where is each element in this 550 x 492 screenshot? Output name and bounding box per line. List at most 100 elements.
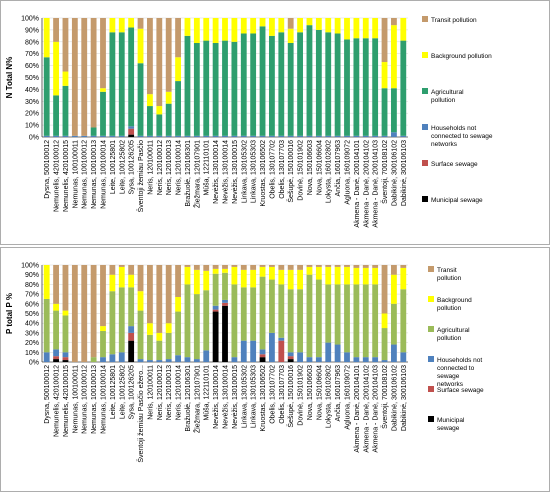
x-tick-label: Obelis, 130107703 bbox=[279, 365, 286, 424]
bar-segment bbox=[222, 272, 228, 300]
y-axis-label: N Total N% bbox=[5, 57, 14, 99]
bar-segment bbox=[184, 265, 191, 267]
bar-segment bbox=[334, 266, 341, 285]
x-tick-label: Nova, 150106603 bbox=[307, 140, 314, 195]
bar-segment bbox=[184, 357, 191, 362]
y-tick-label: 70% bbox=[25, 51, 39, 58]
x-tick-label: Šventoji žemiau Pasčio ežero... bbox=[136, 365, 145, 463]
bar-segment bbox=[147, 106, 153, 136]
bar-segment bbox=[325, 135, 332, 137]
bar-segment bbox=[315, 266, 322, 280]
bar-segment bbox=[100, 326, 106, 331]
bar-segment bbox=[240, 265, 247, 270]
bar-segment bbox=[203, 290, 210, 351]
bar-segment bbox=[100, 88, 106, 92]
bar-segment bbox=[362, 265, 369, 268]
y-tick-label: 40% bbox=[25, 321, 39, 328]
bar-segment bbox=[287, 42, 294, 136]
y-tick-label: 60% bbox=[25, 301, 39, 308]
bar-segment bbox=[137, 291, 144, 311]
bar-segment bbox=[222, 268, 228, 273]
x-tick-label: Nova, 150106604 bbox=[316, 365, 323, 420]
bar-segment bbox=[306, 265, 313, 267]
bar-segment bbox=[306, 18, 313, 26]
x-tick-label: Mūša, 122110101 bbox=[204, 365, 211, 421]
bar-segment bbox=[278, 337, 285, 341]
bar-segment bbox=[278, 18, 285, 33]
x-tick-label: Obelis, 130107703 bbox=[279, 140, 286, 199]
bar-segment bbox=[90, 265, 97, 358]
bar-segment bbox=[137, 359, 144, 362]
x-tick-label: Neris, 120100013 bbox=[166, 140, 173, 195]
bar-segment bbox=[184, 35, 191, 136]
x-tick-label: Obelis, 130107702 bbox=[269, 140, 276, 199]
x-tick-label: Nemunas, 100100014 bbox=[101, 140, 108, 209]
bar-segment bbox=[344, 352, 350, 362]
bar-segment bbox=[315, 265, 322, 267]
bar-segment bbox=[165, 103, 172, 136]
bar-segment bbox=[156, 135, 163, 137]
bar-segment bbox=[315, 18, 322, 30]
bar-segment bbox=[90, 135, 97, 137]
legend-swatch bbox=[428, 296, 434, 302]
bar-segment bbox=[269, 18, 275, 36]
bar-segment bbox=[109, 32, 116, 136]
bar-segment bbox=[175, 81, 181, 136]
bar-segment bbox=[165, 135, 172, 137]
bar-segment bbox=[90, 18, 97, 128]
x-tick-label: Nemunas, 100100011 bbox=[72, 365, 79, 433]
bar-segment bbox=[400, 352, 407, 362]
bar-segment bbox=[334, 344, 341, 362]
bar-segment bbox=[287, 359, 294, 362]
x-tick-label: Leite, 100125801 bbox=[110, 365, 117, 419]
bar-segment bbox=[353, 38, 360, 136]
bar-segment bbox=[381, 360, 388, 362]
bar-segment bbox=[353, 357, 360, 362]
x-tick-label: Nemunas, 100100012 bbox=[82, 140, 89, 209]
bar-segment bbox=[222, 18, 228, 41]
y-axis-label: P total P % bbox=[5, 293, 14, 334]
bar-segment bbox=[362, 38, 369, 136]
y-tick-label: 80% bbox=[25, 39, 39, 46]
legend-label: connected to bbox=[437, 365, 475, 372]
bar-segment bbox=[287, 352, 294, 357]
y-tick-label: 80% bbox=[25, 282, 39, 289]
bar-segment bbox=[306, 135, 313, 137]
bar-segment bbox=[372, 135, 379, 137]
x-tick-label: Nevėžis, 130100014 bbox=[213, 365, 220, 429]
x-tick-label: Akmena - Danė, 200104102 bbox=[363, 140, 370, 228]
x-tick-label: Lokysta, 160102802 bbox=[326, 365, 333, 428]
bar-segment bbox=[231, 357, 238, 362]
bar-segment bbox=[156, 360, 163, 362]
x-tick-label: Neris, 120100012 bbox=[157, 140, 164, 195]
y-tick-label: 90% bbox=[25, 272, 39, 279]
bar-segment bbox=[250, 340, 257, 362]
bar-segment bbox=[259, 354, 266, 358]
bar-segment bbox=[287, 289, 294, 353]
bar-segment bbox=[128, 274, 135, 288]
bar-segment bbox=[353, 265, 360, 268]
bar-segment bbox=[53, 349, 59, 357]
bar-segment bbox=[203, 135, 210, 137]
x-tick-label: Dovinė, 150101902 bbox=[298, 140, 305, 201]
bar-segment bbox=[269, 332, 275, 362]
bar-segment bbox=[287, 28, 294, 43]
bar-segment bbox=[325, 342, 332, 362]
bar-segment bbox=[325, 265, 332, 267]
bar-segment bbox=[334, 265, 341, 267]
bar-segment bbox=[62, 352, 69, 358]
bar-segment bbox=[175, 18, 181, 58]
bar-segment bbox=[53, 95, 59, 136]
bar-segment bbox=[81, 135, 88, 137]
legend-label: Surface sewage bbox=[431, 161, 478, 168]
bar-segment bbox=[203, 270, 210, 291]
bar-segment bbox=[381, 313, 388, 329]
bar-segment bbox=[118, 18, 125, 33]
n-chart: 0% 10% 20% 30% 40% 50% 60% 70% 80% 90% 100% N Total… bbox=[5, 16, 493, 228]
bar-segment bbox=[362, 284, 369, 358]
x-tick-label: Neris, 120100011 bbox=[147, 140, 154, 195]
x-tick-label: Šventoji, 700108102 bbox=[380, 365, 389, 429]
legend-label: Households not bbox=[431, 125, 476, 132]
bar-segment bbox=[193, 359, 200, 362]
bar-segment bbox=[344, 18, 350, 40]
